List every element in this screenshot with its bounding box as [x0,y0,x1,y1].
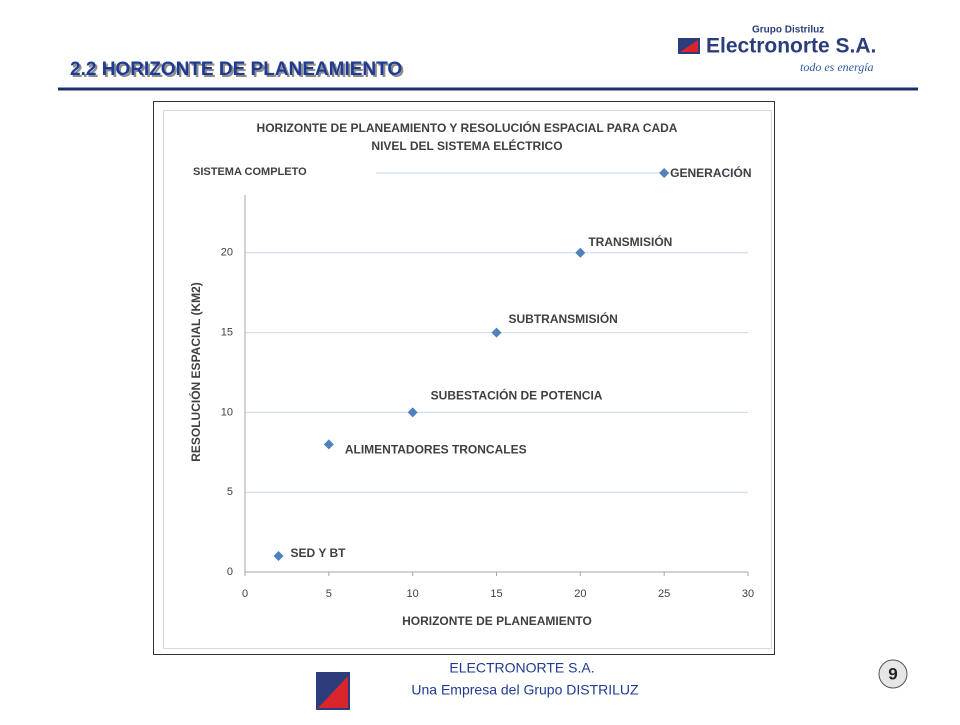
slide-title-shadow: 2.2 HORIZONTE DE PLANEAMIENTO [72,61,404,82]
point-label: SUBTRANSMISIÓN [509,311,618,326]
logo-slogan: todo es energía [800,60,874,74]
y-tick-label: 0 [227,566,233,578]
chart: HORIZONTE DE PLANEAMIENTO Y RESOLUCIÓN E… [188,120,754,628]
logo-company: Electronorte S.A. [706,35,876,58]
point-label: SED Y BT [291,546,347,560]
x-tick-label: 15 [490,588,502,600]
x-tick-label: 5 [326,588,332,600]
x-tick-label: 20 [574,588,586,600]
data-point [659,168,670,178]
y-tick-label: 10 [221,406,233,418]
logo-group: Grupo Distriluz [752,25,824,36]
y-tick-label: 15 [221,327,233,339]
x-tick-label: 10 [407,588,419,600]
chart-area [163,110,772,649]
footer-company: ELECTRONORTE S.A. [449,660,594,676]
y-axis-label: RESOLUCIÓN ESPACIAL (KM2) [188,282,203,462]
data-point [323,439,334,450]
x-tick-label: 0 [242,588,248,600]
x-tick-label: 30 [742,588,754,600]
data-point [273,551,284,562]
y-tick-label: 20 [221,247,233,259]
page-badge [878,659,908,689]
chart-title: HORIZONTE DE PLANEAMIENTO Y RESOLUCIÓN E… [257,120,678,135]
slide-title: 2.2 HORIZONTE DE PLANEAMIENTO [70,59,402,80]
annotation: SISTEMA COMPLETO [193,166,307,178]
chart-frame [153,101,775,655]
x-tick-label: 25 [658,588,670,600]
y-tick-label: 5 [227,486,233,498]
point-label: ALIMENTADORES TRONCALES [345,442,527,456]
logo: Grupo Distriluz Electronorte S.A. todo e… [678,25,876,74]
logo-icon-accent [680,40,698,52]
data-point [407,407,418,418]
data-point [575,247,586,258]
data-point [491,327,502,338]
footer-logo-accent [318,676,348,708]
x-axis-label: HORIZONTE DE PLANEAMIENTO [402,614,592,628]
page-number: 9 [888,664,897,683]
point-label: TRANSMISIÓN [588,234,672,249]
footer-logo [316,672,350,710]
point-label: GENERACIÓN [670,165,751,180]
point-label: SUBESTACIÓN DE POTENCIA [431,388,603,403]
footer-subtitle: Una Empresa del Grupo DISTRILUZ [411,682,639,698]
chart-title: NIVEL DEL SISTEMA ELÉCTRICO [371,138,562,153]
